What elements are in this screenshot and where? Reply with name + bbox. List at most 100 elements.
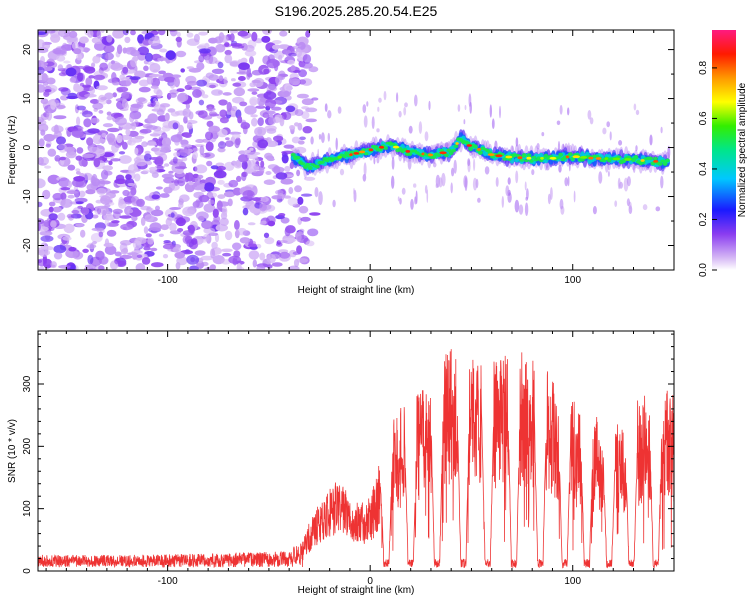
spectrogram-noise-cell — [42, 41, 51, 50]
spectrogram-noise-cell — [47, 174, 60, 185]
spectrogram-noise-cell — [196, 45, 207, 50]
spectrogram-noise-cell — [112, 30, 125, 39]
spectrogram-noise-cell — [215, 162, 225, 167]
spectrogram-noise-cell — [110, 62, 124, 71]
spectrogram-noise-cell — [260, 220, 267, 225]
spectrogram-noise-cell — [518, 204, 524, 215]
y-tick-label: -20 — [22, 238, 33, 253]
spectrogram-marks — [38, 30, 671, 270]
spectrogram-ridge-cell — [305, 162, 311, 167]
spectrogram-noise-cell — [251, 31, 258, 42]
spectrogram-noise-cell — [155, 156, 164, 165]
spectrogram-ridge-cell — [407, 151, 413, 156]
spectrogram-noise-cell — [198, 99, 205, 106]
spectrogram-noise-cell — [294, 122, 300, 127]
spectrogram-peak-cell — [640, 159, 645, 162]
spectrogram-noise-cell — [257, 139, 269, 149]
spectrogram-noise-cell — [267, 157, 275, 162]
spectrogram-noise-cell — [301, 106, 309, 110]
spectrogram-noise-cell — [60, 187, 71, 191]
spectrogram-noise-cell — [242, 190, 255, 200]
spectrogram-noise-cell — [272, 44, 280, 50]
spectrogram-noise-cell — [65, 67, 77, 77]
spectrogram-noise-cell — [63, 223, 75, 234]
spectrogram-noise-cell — [181, 156, 188, 162]
spectrogram-noise-cell — [321, 132, 325, 144]
spectrogram-noise-cell — [76, 171, 81, 175]
spectrogram-noise-cell — [273, 165, 281, 175]
spectrogram-noise-cell — [228, 255, 242, 264]
spectrogram-ylabel: Frequency (Hz) — [7, 116, 18, 185]
spectrogram-noise-cell — [273, 50, 285, 59]
y-tick-label: 100 — [22, 500, 33, 517]
spectrogram-noise-cell — [505, 185, 510, 197]
spectrogram-noise-cell — [413, 183, 417, 188]
spectrogram-noise-cell — [353, 187, 355, 195]
spectrogram-noise-cell — [187, 125, 193, 130]
x-tick-label: -100 — [158, 275, 178, 286]
spectrogram-peak-cell — [588, 156, 594, 160]
spectrogram-noise-cell — [192, 173, 199, 178]
spectrogram-noise-cell — [150, 209, 164, 217]
spectrogram-noise-cell — [237, 227, 247, 236]
spectrogram-noise-cell — [317, 148, 320, 158]
spectrogram-peak-cell — [549, 156, 557, 160]
colorbar: 0.0 0.2 0.4 0.6 0.8 Normalized spectral ampl… — [698, 30, 748, 277]
spectrogram-noise-cell — [184, 84, 192, 90]
spectrogram-noise-cell — [134, 70, 146, 78]
spectrogram-noise-cell — [237, 30, 249, 37]
spectrogram-noise-cell — [276, 242, 283, 247]
spectrogram-noise-cell — [414, 94, 418, 107]
spectrogram-ridge-cell — [531, 155, 537, 159]
spectrogram-noise-cell — [96, 85, 108, 91]
spectrogram-noise-cell — [186, 254, 200, 265]
spectrogram-noise-cell — [211, 68, 225, 75]
spectrogram-noise-cell — [179, 148, 190, 157]
spectrogram-noise-cell — [263, 91, 277, 100]
spectrogram-noise-cell — [283, 144, 295, 149]
spectrogram-noise-cell — [242, 207, 249, 216]
colorbar-tick-label: 0.2 — [698, 212, 709, 226]
spectrogram-noise-cell — [80, 229, 86, 238]
spectrogram-noise-cell — [275, 189, 284, 195]
spectrogram-noise-cell — [138, 86, 151, 93]
spectrogram-noise-cell — [362, 104, 367, 114]
spectrogram-noise-cell — [48, 213, 58, 221]
spectrogram-ridge-cell — [519, 158, 525, 162]
spectrogram-noise-cell — [314, 187, 319, 198]
spectrogram-noise-cell — [68, 30, 78, 39]
spectrogram-ridge-cell — [307, 165, 313, 170]
spectrogram-noise-cell — [238, 76, 246, 81]
spectrogram-noise-cell — [614, 200, 618, 207]
spectrogram-noise-cell — [223, 76, 228, 85]
spectrogram-noise-cell — [266, 128, 277, 134]
spectrogram-noise-cell — [110, 158, 121, 162]
spectrogram-noise-cell — [60, 192, 67, 201]
spectrogram-noise-cell — [257, 170, 265, 175]
spectrogram-noise-cell — [42, 81, 49, 86]
spectrogram-noise-cell — [142, 169, 150, 173]
spectrogram-noise-cell — [98, 256, 109, 265]
x-tick-label: 0 — [367, 576, 373, 587]
spectrogram-ridge-cell — [648, 156, 653, 161]
spectrogram-noise-cell — [183, 116, 188, 124]
spectrogram-noise-cell — [148, 37, 161, 46]
spectrogram-noise-cell — [297, 140, 305, 145]
spectrogram-peak-cell — [487, 153, 495, 157]
spectrogram-noise-cell — [75, 155, 83, 161]
spectrogram-noise-cell — [376, 156, 380, 164]
spectrogram-noise-cell — [118, 155, 132, 164]
spectrogram-noise-cell — [106, 133, 116, 143]
spectrogram-peak-cell — [495, 154, 503, 158]
spectrogram-noise-cell — [195, 110, 204, 116]
spectrogram-peak-cell — [595, 157, 602, 160]
spectrogram-noise-cell — [609, 131, 612, 141]
spectrogram-noise-cell — [43, 258, 53, 269]
spectrogram-noise-cell — [185, 172, 194, 182]
spectrogram-noise-cell — [104, 245, 117, 255]
spectrogram-noise-cell — [302, 54, 312, 64]
snr-frame — [37, 330, 675, 572]
spectrogram-noise-cell — [67, 194, 75, 199]
spectrogram-noise-cell — [457, 104, 461, 112]
spectrogram-noise-cell — [294, 185, 302, 193]
